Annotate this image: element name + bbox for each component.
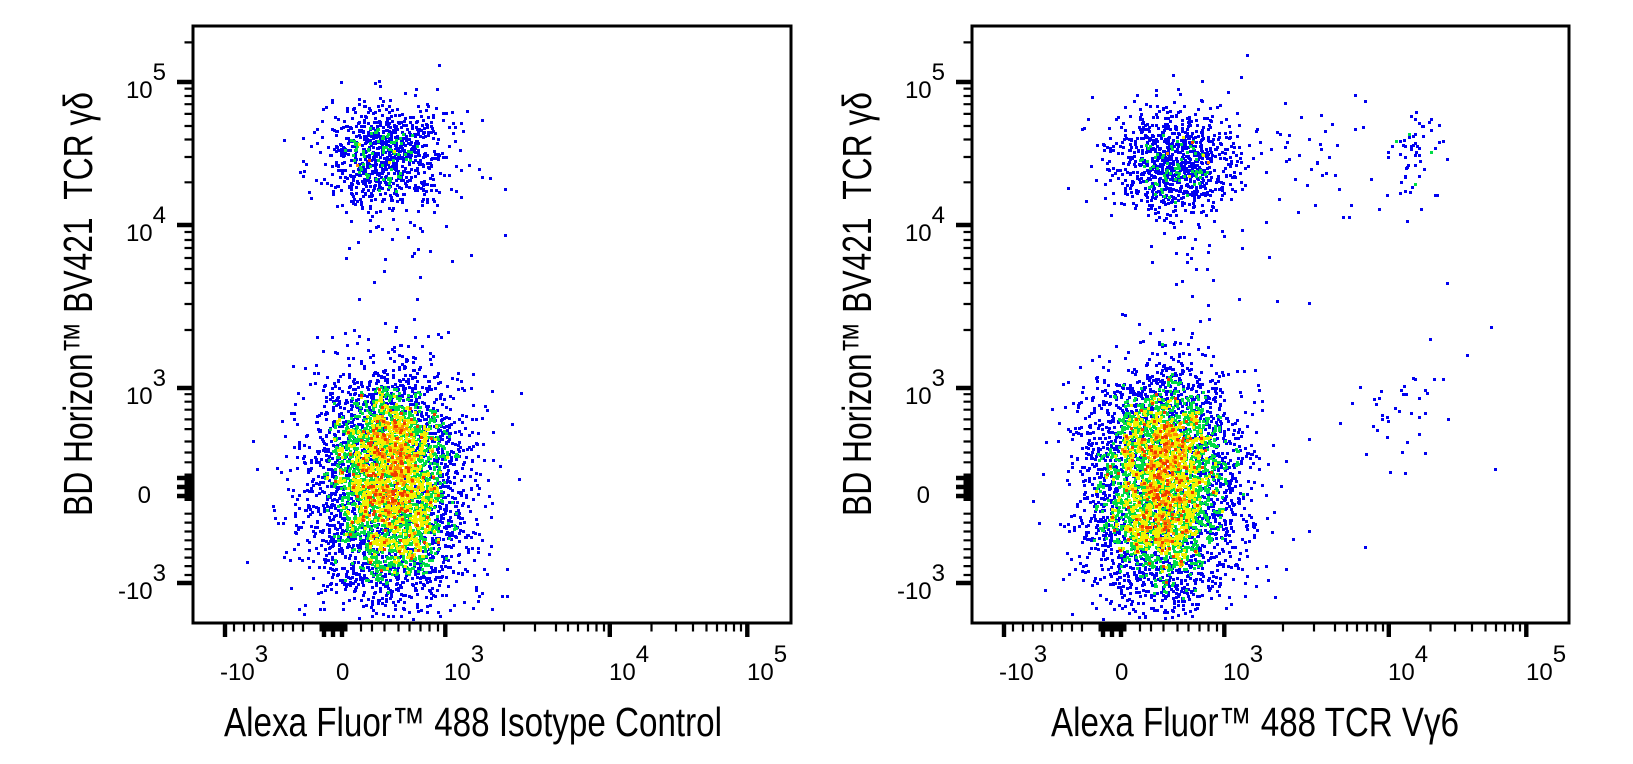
svg-text:-103: -103 xyxy=(897,560,945,605)
svg-text:Alexa Fluor™ 488 TCR Vγ6: Alexa Fluor™ 488 TCR Vγ6 xyxy=(1051,699,1459,745)
svg-text:0: 0 xyxy=(336,659,349,686)
svg-text:Alexa Fluor™ 488 Isotype Contr: Alexa Fluor™ 488 Isotype Control xyxy=(224,699,722,745)
svg-text:103: 103 xyxy=(444,641,484,686)
svg-text:BD Horizon™ BV421 TCR γδ: BD Horizon™ BV421 TCR γδ xyxy=(834,92,880,516)
svg-text:105: 105 xyxy=(1526,641,1566,686)
svg-text:103: 103 xyxy=(1223,641,1263,686)
svg-text:104: 104 xyxy=(905,202,945,247)
svg-text:103: 103 xyxy=(905,365,945,410)
svg-text:104: 104 xyxy=(1388,641,1428,686)
svg-text:0: 0 xyxy=(1115,659,1128,686)
svg-text:-103: -103 xyxy=(220,641,268,686)
svg-text:105: 105 xyxy=(747,641,787,686)
svg-text:104: 104 xyxy=(609,641,649,686)
svg-text:BD Horizon™ BV421 TCR γδ: BD Horizon™ BV421 TCR γδ xyxy=(55,92,101,516)
svg-text:-103: -103 xyxy=(118,560,166,605)
svg-text:0: 0 xyxy=(917,482,930,509)
svg-text:0: 0 xyxy=(138,482,151,509)
svg-text:-103: -103 xyxy=(999,641,1047,686)
svg-text:104: 104 xyxy=(126,202,166,247)
svg-text:105: 105 xyxy=(126,59,166,104)
svg-text:103: 103 xyxy=(126,365,166,410)
svg-text:105: 105 xyxy=(905,59,945,104)
